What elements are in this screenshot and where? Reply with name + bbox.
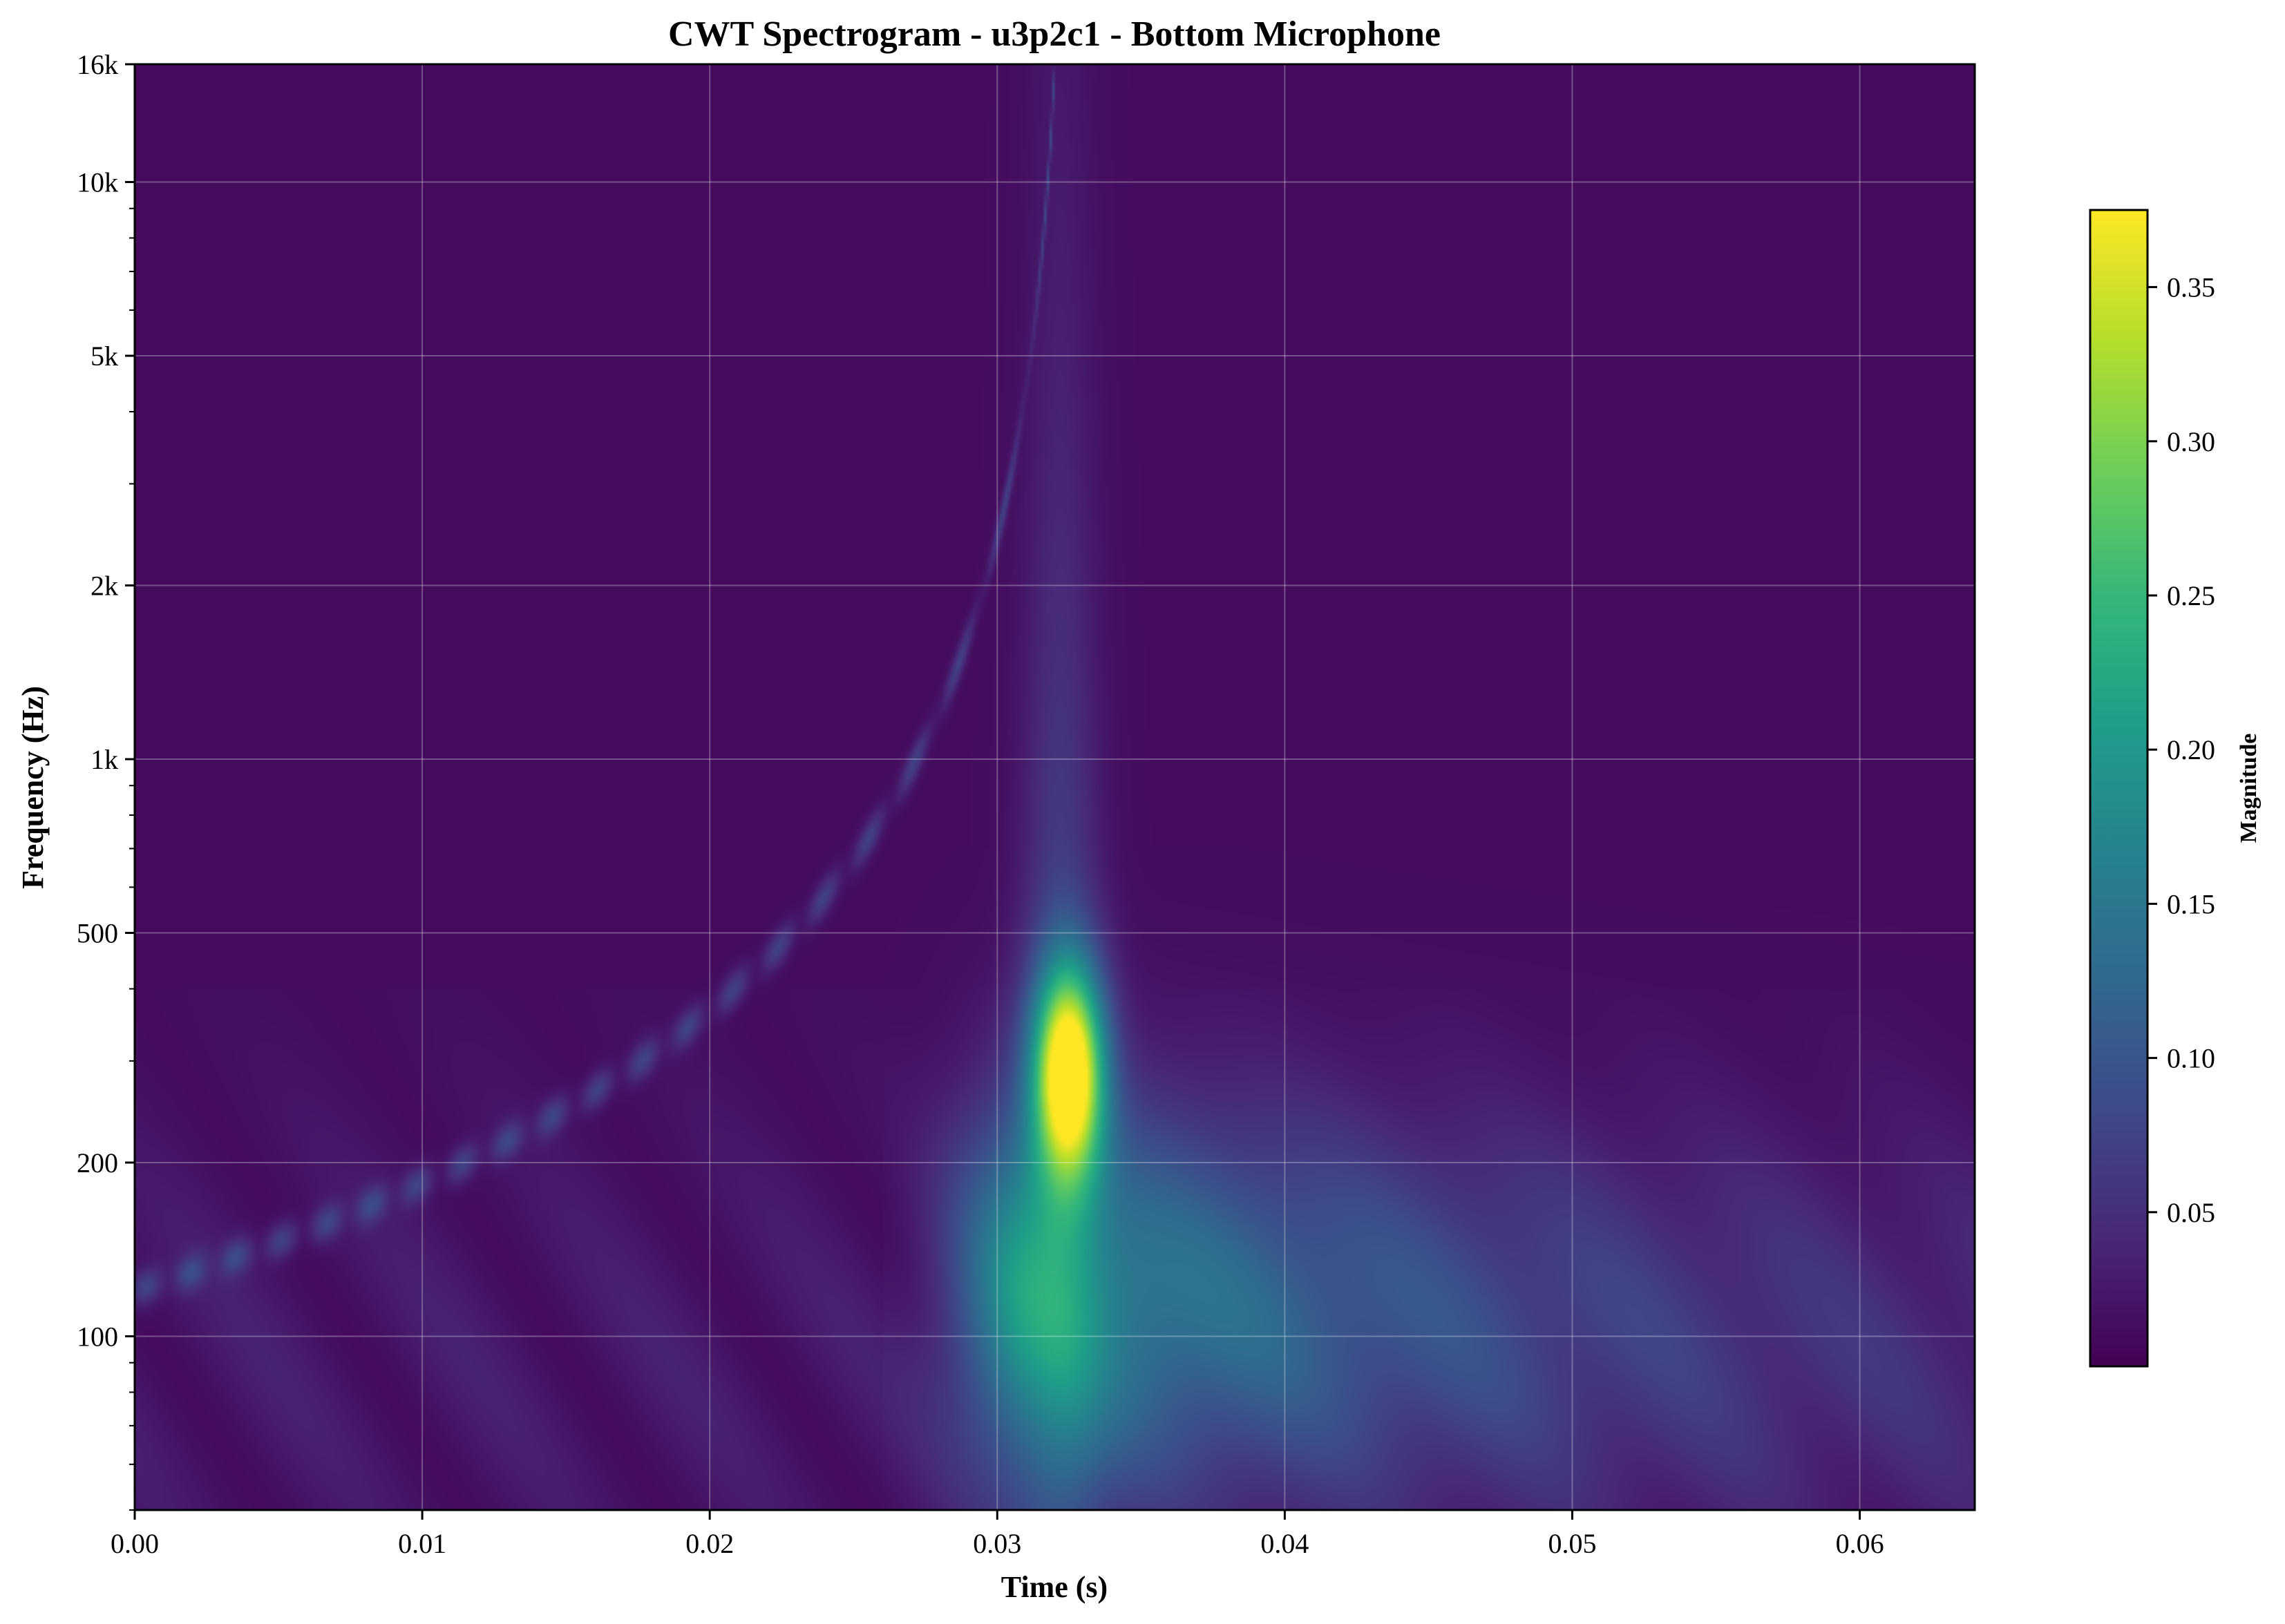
heatmap-image bbox=[135, 64, 1975, 1510]
x-tick-label: 0.04 bbox=[1260, 1528, 1309, 1559]
x-tick-label: 0.06 bbox=[1836, 1528, 1884, 1559]
colorbar-tick-label: 0.05 bbox=[2167, 1197, 2215, 1228]
y-tick-label: 1k bbox=[91, 744, 118, 775]
x-axis: 0.00 0.01 0.02 0.03 0.04 0.05 0.06 bbox=[111, 1510, 1884, 1559]
grid-lines bbox=[135, 64, 1975, 1510]
colorbar-tick-label: 0.20 bbox=[2167, 734, 2215, 765]
y-tick-label: 16k bbox=[77, 49, 118, 80]
y-axis-label: Frequency (Hz) bbox=[16, 686, 50, 889]
chart-title: CWT Spectrogram - u3p2c1 - Bottom Microp… bbox=[668, 15, 1441, 54]
y-tick-label: 2k bbox=[91, 571, 118, 602]
colorbar-tick-label: 0.30 bbox=[2167, 426, 2215, 457]
plot-frame bbox=[133, 63, 1976, 1511]
y-tick-label: 100 bbox=[77, 1321, 118, 1352]
colorbar-label: Magnitude bbox=[2236, 734, 2262, 843]
colorbar-tick-label: 0.35 bbox=[2167, 272, 2215, 303]
colorbar-gradient bbox=[2089, 209, 2149, 1368]
y-tick-label: 200 bbox=[77, 1147, 118, 1178]
y-axis: 100 200 500 1k 2k 5k 10k 16k bbox=[77, 49, 135, 1511]
y-tick-label: 500 bbox=[77, 918, 118, 949]
colorbar-tick-label: 0.10 bbox=[2167, 1043, 2215, 1074]
y-tick-label: 5k bbox=[91, 341, 118, 372]
colorbar-tick-label: 0.25 bbox=[2167, 580, 2215, 611]
y-tick-label: 10k bbox=[77, 167, 118, 198]
x-tick-label: 0.01 bbox=[398, 1528, 446, 1559]
colorbar-tick-label: 0.15 bbox=[2167, 888, 2215, 919]
x-tick-label: 0.00 bbox=[111, 1528, 159, 1559]
colorbar-ticks: 0.05 0.10 0.15 0.20 0.25 0.30 0.35 bbox=[2147, 272, 2215, 1228]
x-axis-label: Time (s) bbox=[1001, 1570, 1108, 1604]
plot-area bbox=[133, 63, 1976, 1511]
colorbar: 0.05 0.10 0.15 0.20 0.25 0.30 0.35 Magnitude bbox=[2089, 209, 2262, 1368]
x-tick-label: 0.02 bbox=[685, 1528, 734, 1559]
x-tick-label: 0.05 bbox=[1548, 1528, 1596, 1559]
x-tick-label: 0.03 bbox=[973, 1528, 1021, 1559]
